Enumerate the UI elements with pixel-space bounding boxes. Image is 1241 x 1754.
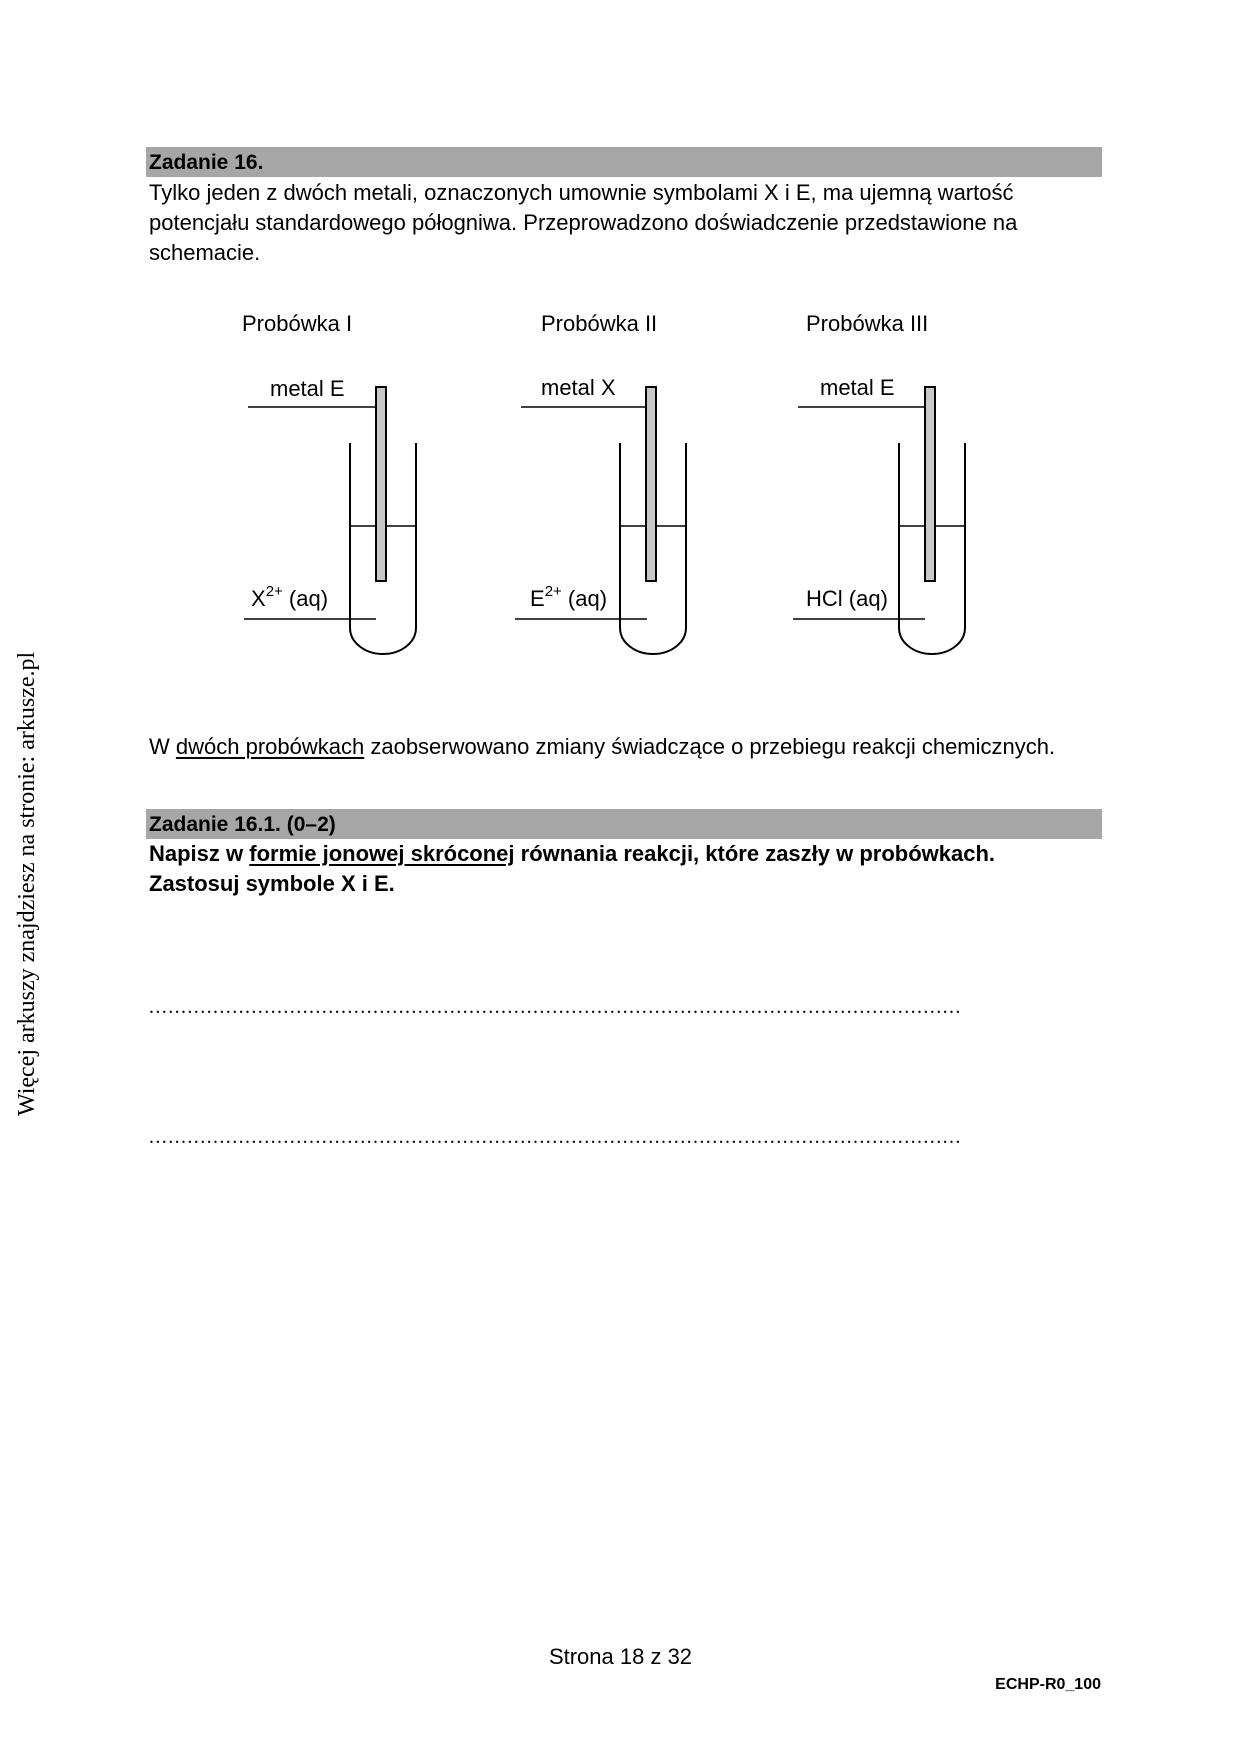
observation-prefix: W bbox=[149, 734, 176, 759]
tube-outline bbox=[898, 443, 966, 655]
instruction-line-1: Napisz w formie jonowej skróconej równan… bbox=[149, 839, 1099, 869]
observation-text: W dwóch probówkach zaobserwowano zmiany … bbox=[149, 732, 1099, 762]
metal-rod bbox=[924, 386, 936, 582]
solution-label: E2+ (aq) bbox=[530, 583, 607, 611]
instruction-underlined: formie jonowej skróconej bbox=[249, 841, 515, 866]
intro-line: potencjału standardowego półogniwa. Prze… bbox=[149, 210, 1018, 235]
instruction-line-2: Zastosuj symbole X i E. bbox=[149, 871, 395, 896]
metal-rod bbox=[375, 386, 387, 582]
tube-outline bbox=[619, 443, 687, 655]
metal-rod bbox=[645, 386, 657, 582]
task-16-1-instruction: Napisz w formie jonowej skróconej równan… bbox=[149, 839, 1099, 899]
exam-code: ECHP-R0_100 bbox=[995, 1676, 1101, 1693]
page-number: Strona 18 z 32 bbox=[548, 1644, 693, 1669]
tube-title: Probówka II bbox=[541, 311, 657, 336]
answer-line-1[interactable]: ........................................… bbox=[149, 996, 962, 1018]
instruction-prefix: Napisz w bbox=[149, 841, 250, 866]
tube-outline bbox=[349, 443, 417, 655]
tube-title: Probówka III bbox=[806, 311, 928, 336]
task-16-header: Zadanie 16. bbox=[146, 147, 1102, 177]
intro-line: Tylko jeden z dwóch metali, oznaczonych … bbox=[149, 180, 1014, 205]
task-16-1-header: Zadanie 16.1. (0–2) bbox=[146, 809, 1102, 839]
metal-label: metal E bbox=[270, 376, 345, 401]
side-watermark-note: Więcej arkuszy znajdziesz na stronie: ar… bbox=[14, 651, 40, 1116]
solution-label: HCl (aq) bbox=[806, 586, 888, 611]
metal-label: metal E bbox=[820, 375, 895, 400]
test-tube-3: Probówka III metal E HCl (aq) bbox=[793, 311, 966, 655]
solution-label: X2+ (aq) bbox=[251, 583, 328, 611]
intro-line: schemacie. bbox=[149, 240, 261, 265]
metal-label: metal X bbox=[541, 375, 616, 400]
answer-line-2[interactable]: ........................................… bbox=[149, 1126, 962, 1148]
test-tube-1: Probówka I metal E X2+ (aq) bbox=[242, 311, 417, 655]
observation-underlined: dwóch probówkach bbox=[175, 734, 365, 759]
observation-suffix: zaobserwowano zmiany świadczące o przebi… bbox=[364, 734, 1056, 759]
test-tube-2: Probówka II metal X E2+ (aq) bbox=[515, 311, 687, 655]
tube-title: Probówka I bbox=[242, 311, 352, 336]
test-tube-schema: Probówka I metal E X2+ (aq) Probówka II … bbox=[242, 311, 966, 655]
task-16-intro: Tylko jeden z dwóch metali, oznaczonych … bbox=[149, 178, 1099, 268]
instruction-suffix: równania reakcji, które zaszły w probówk… bbox=[514, 841, 996, 866]
